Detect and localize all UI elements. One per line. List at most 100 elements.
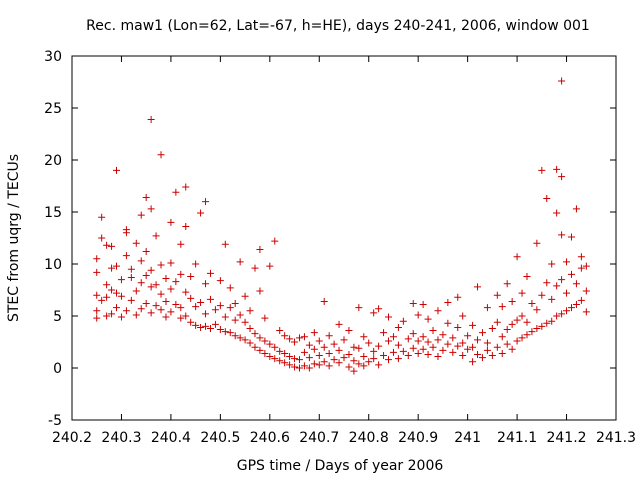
data-point <box>266 353 274 361</box>
data-point <box>108 286 116 294</box>
data-point <box>563 258 571 266</box>
data-point <box>132 287 140 295</box>
data-point <box>147 115 155 123</box>
data-point <box>266 340 274 348</box>
data-point <box>538 322 546 330</box>
data-point <box>355 344 363 352</box>
data-point <box>330 356 338 364</box>
data-point <box>399 317 407 325</box>
data-point <box>434 353 442 361</box>
y-tick-label: -5 <box>48 413 62 429</box>
data-point <box>93 255 101 263</box>
data-point <box>375 342 383 350</box>
data-point <box>167 218 175 226</box>
data-point <box>147 309 155 317</box>
y-tick-label: 30 <box>44 49 62 65</box>
data-point <box>177 240 185 248</box>
data-point <box>162 313 170 321</box>
data-point <box>291 338 299 346</box>
data-point <box>167 308 175 316</box>
x-tick-label: 240.9 <box>398 430 438 446</box>
data-point <box>231 332 239 340</box>
data-point <box>488 352 496 360</box>
data-point <box>266 262 274 270</box>
data-point <box>182 183 190 191</box>
data-point <box>93 268 101 276</box>
data-point <box>122 252 130 260</box>
data-point <box>251 264 259 272</box>
data-point <box>409 300 417 308</box>
data-point <box>93 307 101 315</box>
x-tick-label: 241 <box>454 430 481 446</box>
data-point <box>385 313 393 321</box>
data-point <box>335 359 343 367</box>
data-point <box>231 300 239 308</box>
data-point <box>444 298 452 306</box>
data-point <box>577 296 585 304</box>
data-point <box>137 305 145 313</box>
data-point <box>216 302 224 310</box>
data-point <box>454 342 462 350</box>
data-point <box>558 231 566 239</box>
chart-title: Rec. maw1 (Lon=62, Lat=-67, h=HE), days … <box>86 18 590 34</box>
data-point <box>389 333 397 341</box>
y-tick-label: 5 <box>53 309 62 325</box>
data-point <box>360 362 368 370</box>
data-point <box>558 173 566 181</box>
data-point <box>325 362 333 370</box>
data-point <box>286 335 294 343</box>
data-point <box>202 310 210 318</box>
data-point <box>469 343 477 351</box>
data-point <box>108 310 116 318</box>
data-point <box>197 209 205 217</box>
data-point <box>103 241 111 249</box>
data-point <box>281 359 289 367</box>
data-point <box>454 293 462 301</box>
data-point <box>498 303 506 311</box>
data-point <box>300 348 308 356</box>
data-point <box>567 304 575 312</box>
data-point <box>414 311 422 319</box>
data-point <box>553 209 561 217</box>
data-point <box>108 264 116 272</box>
data-point <box>533 239 541 247</box>
data-point <box>172 301 180 309</box>
data-point <box>192 260 200 268</box>
data-point <box>187 318 195 326</box>
data-point <box>548 260 556 268</box>
data-point <box>251 343 259 351</box>
data-point <box>295 364 303 372</box>
data-point <box>142 300 150 308</box>
data-point <box>236 311 244 319</box>
data-point <box>577 264 585 272</box>
data-point <box>241 336 249 344</box>
data-point <box>98 234 106 242</box>
data-point <box>162 297 170 305</box>
data-point <box>226 284 234 292</box>
data-point <box>478 329 486 337</box>
data-point <box>310 345 318 353</box>
data-point <box>315 352 323 360</box>
data-point <box>548 295 556 303</box>
data-point <box>137 279 145 287</box>
x-axis-label: GPS time / Days of year 2006 <box>237 458 444 474</box>
data-point <box>147 205 155 213</box>
data-point <box>221 313 229 321</box>
data-point <box>206 324 214 332</box>
data-point <box>513 253 521 261</box>
data-point <box>108 242 116 250</box>
data-point <box>276 347 284 355</box>
data-point <box>122 307 130 315</box>
data-point <box>305 341 313 349</box>
data-point <box>206 269 214 277</box>
data-point <box>286 353 294 361</box>
data-point <box>113 262 121 270</box>
data-point <box>538 291 546 299</box>
data-point <box>276 357 284 365</box>
data-point <box>236 258 244 266</box>
data-point <box>271 237 279 245</box>
data-point <box>488 324 496 332</box>
data-point <box>320 358 328 366</box>
data-point <box>394 341 402 349</box>
